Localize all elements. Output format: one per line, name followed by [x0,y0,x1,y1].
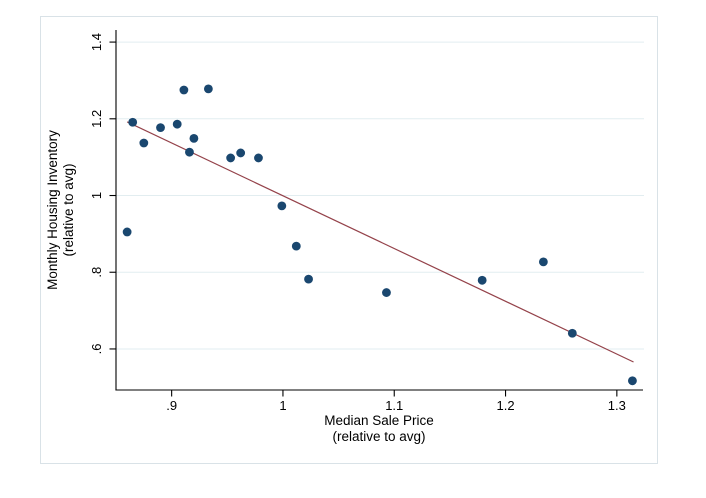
data-point [538,257,548,267]
x-axis-title-line1: Median Sale Price [324,413,434,428]
data-point [179,85,189,95]
data-point [189,133,199,143]
data-point [139,138,149,148]
data-point [185,147,194,157]
x-tick-label: .9 [166,398,177,413]
data-point [567,328,577,338]
figure-frame [40,16,658,464]
y-axis-title-line1: Monthly Housing Inventory [45,130,60,290]
data-point [236,148,246,158]
y-tick-label: 1.4 [89,33,104,51]
data-point [477,275,487,285]
y-tick-label: 1 [89,192,104,199]
data-point [304,274,313,284]
data-point [122,227,132,237]
x-axis-title-line2: (relative to avg) [332,429,425,444]
data-point [172,119,182,129]
data-point [203,84,213,94]
y-axis-title-line2: (relative to avg) [61,163,76,256]
data-point [291,241,301,251]
data-point [226,153,236,163]
y-tick-label: .8 [89,267,104,278]
data-point [628,376,637,386]
y-tick-label: 1.2 [89,110,104,128]
x-tick-label: 1 [279,398,286,413]
data-point [254,153,263,163]
data-point [128,117,138,127]
data-point [156,123,165,133]
fit-line [126,121,634,363]
x-tick-label: 1.3 [608,398,626,413]
data-point [382,288,391,297]
x-tick-label: 1.2 [497,398,515,413]
x-tick-label: 1.1 [385,398,403,413]
y-tick-label: .6 [89,344,104,355]
data-point [277,201,287,211]
